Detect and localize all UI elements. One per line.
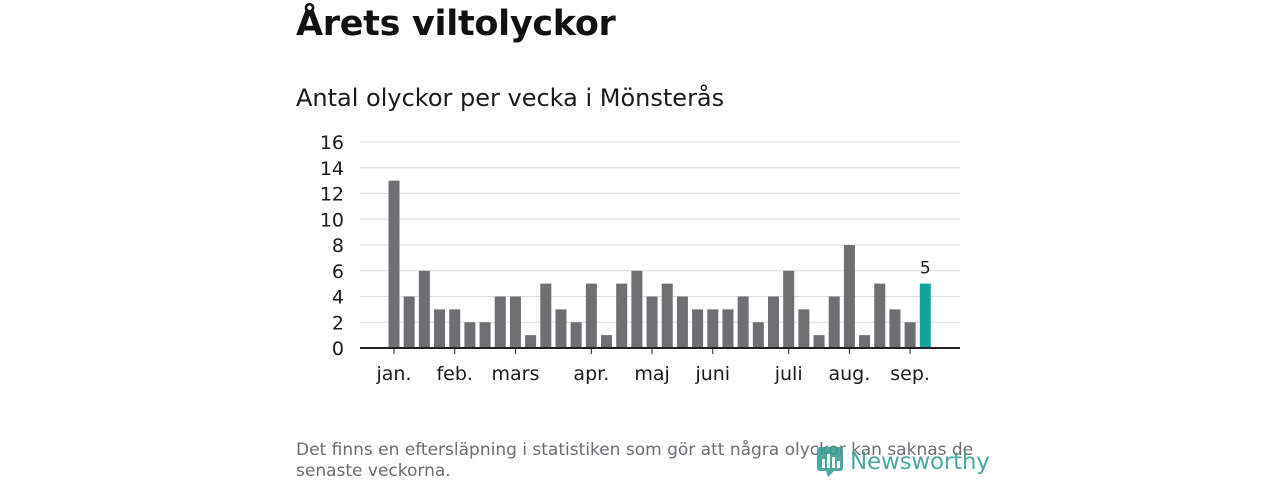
x-tick-label: sep.: [890, 363, 930, 385]
chart-title: Antal olyckor per vecka i Mönsterås: [296, 84, 725, 112]
newsworthy-logo-icon: [817, 447, 843, 477]
bar: [676, 296, 688, 348]
bar: [707, 309, 719, 349]
bar: [525, 335, 537, 349]
bar: [509, 296, 521, 348]
y-tick-label: 4: [332, 287, 344, 309]
y-tick-label: 6: [332, 261, 344, 283]
x-tick-label: maj: [634, 363, 669, 385]
y-tick-label: 0: [332, 338, 344, 360]
data-label: 5: [920, 259, 931, 279]
bar: [403, 296, 415, 348]
y-tick-label: 2: [332, 312, 344, 334]
brand-logo: Newsworthy: [816, 446, 990, 478]
x-tick-label: jan.: [375, 363, 411, 385]
bar: [464, 322, 476, 348]
x-tick-label: juni: [694, 363, 730, 385]
bar: [722, 309, 734, 349]
bar: [661, 283, 673, 349]
y-tick-label: 8: [332, 235, 344, 257]
x-tick-label: juli: [774, 363, 803, 385]
y-tick-label: 10: [320, 209, 344, 231]
x-tick-label: feb.: [436, 363, 472, 385]
bar: [449, 309, 461, 349]
bar: [692, 309, 704, 349]
bar-chart: 0 2 4 6 8 10 12 14 16 5 jan. feb. mars apr. maj juni jul…: [320, 132, 960, 385]
y-tick-label: 16: [320, 132, 344, 154]
y-tick-label: 12: [320, 184, 344, 206]
bar: [601, 335, 613, 349]
bar: [768, 296, 779, 348]
x-tick-label: mars: [492, 363, 540, 385]
bar: [843, 245, 855, 348]
bar: [388, 180, 400, 349]
bar: [904, 322, 916, 348]
bar: [859, 335, 871, 349]
bar: [874, 283, 886, 349]
bar: [434, 309, 446, 349]
x-tick-label: apr.: [573, 363, 609, 385]
bar: [828, 296, 840, 348]
bar: [555, 309, 567, 349]
bar: [616, 283, 628, 349]
bar: [752, 322, 764, 348]
bar: [540, 283, 552, 349]
y-tick-label: 14: [320, 158, 344, 180]
bar-highlight: [919, 283, 931, 349]
bar: [889, 309, 901, 349]
bar: [418, 270, 430, 348]
footnote: Det finns en eftersläpning i statistiken…: [296, 440, 974, 481]
bar: [813, 335, 825, 349]
bar: [737, 296, 749, 348]
brand-name: Newsworthy: [850, 449, 990, 475]
bar: [585, 283, 597, 349]
bar: [570, 322, 582, 348]
bar: [631, 270, 643, 348]
bar: [798, 309, 810, 349]
bar: [783, 270, 795, 348]
page-title: Årets viltolyckor: [296, 4, 616, 44]
bar: [646, 296, 658, 348]
x-tick-label: aug.: [829, 363, 871, 385]
bar: [479, 322, 491, 348]
bar: [494, 296, 506, 348]
